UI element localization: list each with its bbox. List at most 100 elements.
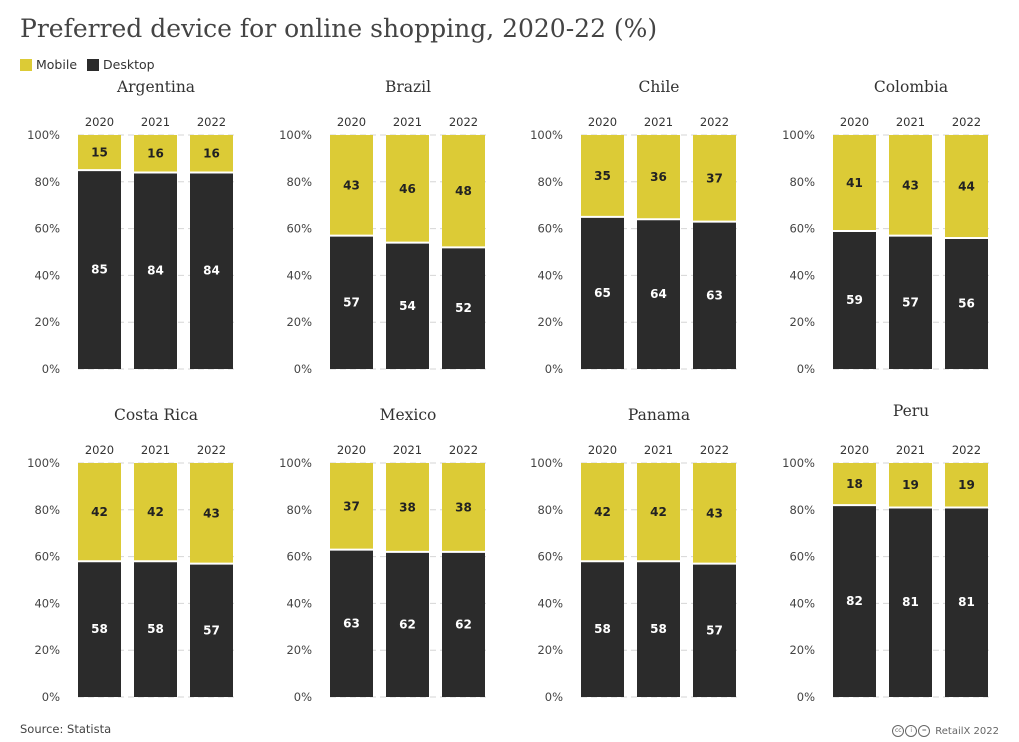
bar-desktop-mexico-2020 [330, 549, 373, 697]
data-label-mobile-brazil-2022: 48 [455, 184, 472, 198]
data-label-mobile-panama-2021: 42 [650, 505, 667, 519]
legend-item-mobile: Mobile [20, 57, 77, 72]
data-label-mobile-panama-2020: 42 [594, 505, 611, 519]
y-tick-label-mexico: 100% [279, 456, 312, 470]
bar-mobile-mexico-2022 [442, 463, 485, 552]
bar-desktop-colombia-2021 [889, 235, 932, 369]
bar-desktop-argentina-2022 [190, 172, 233, 369]
category-label-panama: 2022 [700, 443, 729, 457]
credit: cc i = RetailX 2022 [892, 725, 999, 737]
data-label-desktop-mexico-2022: 62 [455, 617, 472, 631]
y-tick-label-costa-rica: 20% [34, 643, 60, 657]
bar-mobile-colombia-2022 [945, 135, 988, 238]
y-tick-label-argentina: 60% [34, 222, 60, 236]
panel-title-colombia: Colombia [874, 78, 948, 96]
data-label-desktop-chile-2021: 64 [650, 287, 667, 301]
bar-mobile-peru-2022 [945, 463, 988, 508]
y-tick-label-chile: 20% [537, 315, 563, 329]
y-tick-label-panama: 80% [537, 503, 563, 517]
y-tick-label-argentina: 0% [42, 362, 60, 376]
legend: Mobile Desktop [20, 57, 165, 72]
data-label-desktop-costa-rica-2021: 58 [147, 622, 164, 636]
bar-mobile-costa-rica-2020 [78, 463, 121, 562]
data-label-desktop-argentina-2022: 84 [203, 264, 220, 278]
data-label-mobile-mexico-2020: 37 [343, 499, 360, 513]
y-tick-label-argentina: 100% [27, 128, 60, 142]
bar-mobile-mexico-2020 [330, 463, 373, 550]
y-tick-label-colombia: 60% [789, 222, 815, 236]
data-label-desktop-costa-rica-2020: 58 [91, 622, 108, 636]
data-label-desktop-chile-2020: 65 [594, 286, 611, 300]
y-tick-label-brazil: 0% [294, 362, 312, 376]
y-tick-label-chile: 100% [530, 128, 563, 142]
panel-title-peru: Peru [893, 402, 929, 420]
data-label-mobile-chile-2021: 36 [650, 170, 667, 184]
y-tick-label-panama: 0% [545, 690, 563, 704]
bar-mobile-colombia-2020 [833, 135, 876, 231]
panel-title-argentina: Argentina [116, 78, 195, 96]
y-tick-label-brazil: 60% [286, 222, 312, 236]
bar-mobile-argentina-2020 [78, 135, 121, 171]
y-tick-label-mexico: 80% [286, 503, 312, 517]
bar-mobile-chile-2022 [693, 135, 736, 222]
bar-mobile-brazil-2021 [386, 135, 429, 243]
bar-mobile-peru-2020 [833, 463, 876, 506]
panel-title-panama: Panama [628, 406, 690, 424]
y-tick-label-costa-rica: 0% [42, 690, 60, 704]
data-label-mobile-argentina-2021: 16 [147, 147, 164, 161]
y-tick-label-panama: 60% [537, 550, 563, 564]
cc-license-icon: cc i = [892, 725, 931, 737]
data-label-mobile-chile-2020: 35 [594, 169, 611, 183]
bar-desktop-peru-2022 [945, 507, 988, 697]
bar-mobile-mexico-2021 [386, 463, 429, 552]
category-label-costa-rica: 2020 [85, 443, 114, 457]
y-tick-label-peru: 40% [789, 596, 815, 610]
data-label-mobile-panama-2022: 43 [706, 506, 723, 520]
category-label-mexico: 2021 [393, 443, 422, 457]
category-label-brazil: 2022 [449, 115, 478, 129]
bar-desktop-brazil-2021 [386, 242, 429, 369]
category-label-peru: 2020 [840, 443, 869, 457]
bar-desktop-chile-2022 [693, 221, 736, 369]
bar-desktop-peru-2021 [889, 507, 932, 697]
data-label-mobile-costa-rica-2022: 43 [203, 506, 220, 520]
bar-mobile-brazil-2022 [442, 135, 485, 248]
category-label-mexico: 2020 [337, 443, 366, 457]
data-label-mobile-colombia-2020: 41 [846, 176, 863, 190]
y-tick-label-chile: 40% [537, 268, 563, 282]
bar-mobile-argentina-2021 [134, 135, 177, 173]
data-label-mobile-peru-2021: 19 [902, 478, 919, 492]
data-label-desktop-peru-2022: 81 [958, 595, 975, 609]
y-tick-label-argentina: 20% [34, 315, 60, 329]
panel-title-chile: Chile [639, 78, 680, 96]
data-label-desktop-peru-2021: 81 [902, 595, 919, 609]
category-label-panama: 2021 [644, 443, 673, 457]
y-tick-label-colombia: 100% [782, 128, 815, 142]
category-label-peru: 2021 [896, 443, 925, 457]
y-tick-label-costa-rica: 40% [34, 596, 60, 610]
category-label-brazil: 2020 [337, 115, 366, 129]
data-label-mobile-brazil-2020: 43 [343, 178, 360, 192]
bar-desktop-brazil-2022 [442, 247, 485, 369]
y-tick-label-mexico: 0% [294, 690, 312, 704]
y-tick-label-costa-rica: 100% [27, 456, 60, 470]
y-tick-label-chile: 0% [545, 362, 563, 376]
bar-desktop-costa-rica-2022 [190, 563, 233, 697]
y-tick-label-argentina: 80% [34, 175, 60, 189]
y-tick-label-panama: 40% [537, 596, 563, 610]
y-tick-label-brazil: 80% [286, 175, 312, 189]
bar-desktop-mexico-2022 [442, 551, 485, 697]
category-label-chile: 2020 [588, 115, 617, 129]
legend-swatch-desktop [87, 58, 100, 71]
y-tick-label-brazil: 20% [286, 315, 312, 329]
y-tick-label-panama: 20% [537, 643, 563, 657]
data-label-mobile-mexico-2021: 38 [399, 500, 416, 514]
category-label-chile: 2022 [700, 115, 729, 129]
data-label-mobile-chile-2022: 37 [706, 171, 723, 185]
bar-desktop-costa-rica-2021 [134, 561, 177, 697]
y-tick-label-chile: 80% [537, 175, 563, 189]
category-label-brazil: 2021 [393, 115, 422, 129]
legend-swatch-mobile [20, 58, 32, 71]
bar-mobile-costa-rica-2021 [134, 463, 177, 562]
y-tick-label-mexico: 60% [286, 550, 312, 564]
